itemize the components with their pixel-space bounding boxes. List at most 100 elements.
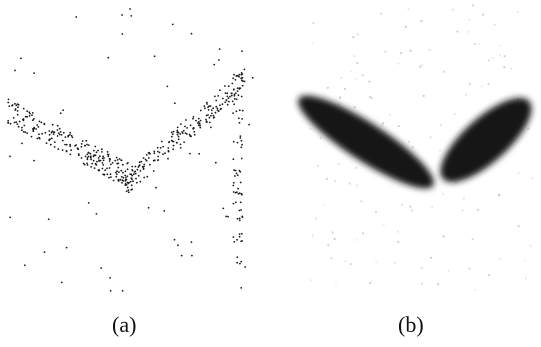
point-dot	[81, 140, 84, 142]
point-dot	[157, 155, 160, 158]
noise-dot	[251, 76, 254, 79]
speckle-dot	[399, 52, 403, 55]
point-dot	[176, 133, 179, 136]
noise-dot	[191, 254, 193, 257]
point-dot	[171, 133, 174, 136]
point-dot	[51, 123, 54, 126]
point-dot	[131, 165, 134, 168]
point-dot	[232, 181, 235, 184]
point-dot	[235, 172, 238, 175]
point-dot	[22, 107, 25, 110]
point-dot	[115, 173, 118, 176]
point-dot	[186, 133, 188, 135]
point-dot	[182, 129, 185, 132]
point-dot	[50, 131, 53, 134]
speckle-dot	[361, 74, 364, 77]
speckle-dot	[410, 209, 413, 212]
noise-dot	[109, 289, 112, 292]
noise-dot	[14, 69, 16, 72]
point-dot	[51, 137, 53, 140]
speckle-dot	[314, 217, 318, 220]
speckle-dot	[455, 181, 458, 184]
point-dot	[241, 73, 244, 75]
point-dot	[197, 117, 200, 120]
noise-dot	[59, 112, 62, 115]
point-dot	[238, 233, 241, 236]
point-dot	[56, 135, 59, 137]
point-dot	[180, 123, 182, 125]
point-dot	[189, 124, 192, 127]
point-dot	[86, 143, 88, 146]
point-dot	[233, 73, 235, 76]
point-dot	[153, 152, 156, 155]
point-dot	[224, 85, 226, 87]
noise-dot	[214, 161, 217, 164]
speckle-dot	[493, 23, 496, 26]
speckle-dot	[384, 50, 387, 53]
speckle-dot	[487, 59, 490, 62]
speckle-dot	[428, 48, 431, 51]
point-dot	[238, 235, 241, 238]
noise-dot	[248, 123, 251, 126]
noise-dot	[147, 206, 150, 209]
point-dot	[197, 122, 199, 124]
point-dot	[239, 181, 242, 184]
point-dot	[232, 88, 235, 91]
speckle-dot	[334, 281, 338, 284]
point-dot	[168, 141, 170, 144]
point-dot	[97, 157, 100, 159]
point-dot	[208, 121, 211, 124]
speckle-dot	[370, 279, 373, 282]
point-dot	[132, 180, 134, 183]
point-dot	[14, 102, 16, 105]
speckle-dot	[316, 164, 319, 167]
point-dot	[226, 95, 229, 98]
point-dot	[84, 144, 86, 147]
speckle-dot	[401, 203, 404, 206]
point-dot	[31, 114, 33, 116]
point-dot	[48, 130, 51, 132]
speckle-dot	[337, 162, 340, 166]
point-dot	[172, 130, 175, 133]
point-dot	[239, 170, 242, 173]
point-dot	[130, 184, 133, 187]
speckle-dot	[382, 223, 385, 226]
point-dot	[75, 144, 77, 146]
noise-dot	[62, 109, 64, 112]
point-dot	[26, 110, 29, 113]
point-dot	[35, 128, 37, 130]
point-dot	[115, 156, 118, 159]
speckle-dot	[443, 70, 446, 73]
point-dot	[139, 180, 142, 183]
point-dot	[41, 132, 43, 135]
point-dot	[116, 159, 119, 161]
point-dot	[232, 184, 235, 187]
point-dot	[78, 154, 80, 157]
point-dot	[148, 151, 151, 154]
speckle-dot	[312, 21, 315, 24]
point-dot	[172, 144, 175, 147]
speckle-dot	[441, 192, 444, 196]
point-dot	[31, 112, 34, 114]
point-dot	[128, 181, 130, 184]
point-dot	[234, 92, 237, 94]
point-dot	[241, 143, 244, 146]
speckle-dot	[356, 33, 359, 36]
point-dot	[32, 130, 35, 133]
point-dot	[231, 100, 234, 103]
point-dot	[94, 145, 97, 148]
point-dot	[233, 241, 236, 243]
point-dot	[99, 159, 102, 162]
speckle-dot	[311, 234, 314, 237]
point-dot	[238, 219, 241, 222]
speckle-dot	[356, 238, 359, 241]
speckle-dot	[340, 76, 343, 79]
speckle-dot	[407, 140, 411, 143]
point-dot	[212, 114, 215, 117]
noise-dot	[20, 57, 22, 60]
point-dot	[215, 105, 218, 108]
noise-dot	[241, 50, 243, 52]
point-dot	[108, 176, 110, 179]
point-dot	[69, 131, 72, 134]
point-dot	[101, 167, 104, 170]
